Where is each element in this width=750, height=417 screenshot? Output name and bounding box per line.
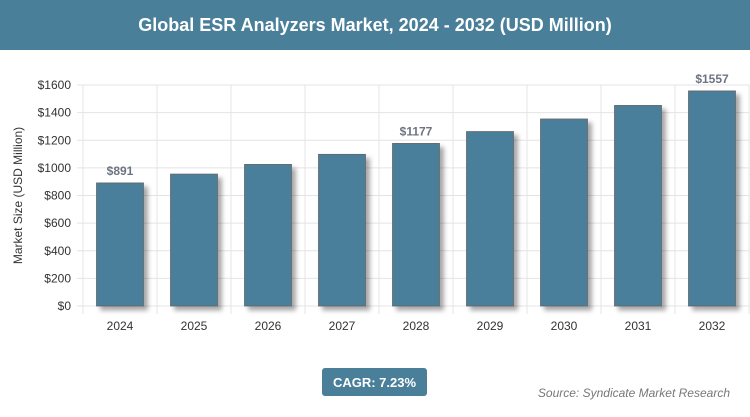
x-tick-label: 2026 — [255, 319, 282, 333]
y-tick-label: $400 — [44, 244, 71, 258]
y-axis-label: Market Size (USD Million) — [11, 127, 25, 264]
x-tick-label: 2030 — [551, 319, 578, 333]
bar-2030 — [540, 118, 588, 307]
source-note: Source: Syndicate Market Research — [537, 386, 730, 400]
bar-2026 — [244, 164, 292, 307]
chart-title: Global ESR Analyzers Market, 2024 - 2032… — [0, 0, 750, 50]
bar-2025 — [170, 173, 218, 307]
bar-2024 — [96, 182, 144, 307]
y-tick-label: $1000 — [38, 161, 72, 175]
y-tick-label: $0 — [58, 299, 72, 313]
bar-2027 — [318, 153, 366, 307]
cagr-badge: CAGR: 7.23% — [322, 368, 427, 396]
x-tick-label: 2027 — [329, 319, 356, 333]
y-tick-label: $200 — [44, 271, 71, 285]
x-tick-label: 2031 — [625, 319, 652, 333]
x-tick-label: 2029 — [477, 319, 504, 333]
x-tick-label: 2028 — [403, 319, 430, 333]
bar-2032 — [688, 90, 736, 307]
data-label: $1177 — [400, 124, 433, 138]
y-tick-label: $800 — [44, 189, 71, 203]
y-tick-label: $1600 — [38, 78, 72, 92]
bar-2031 — [614, 105, 662, 307]
data-label: $1557 — [695, 72, 729, 86]
y-tick-label: $1200 — [38, 133, 72, 147]
y-tick-label: $1400 — [38, 106, 72, 120]
x-tick-label: 2024 — [107, 319, 134, 333]
x-tick-label: 2025 — [181, 319, 208, 333]
data-label: $891 — [107, 164, 134, 178]
y-tick-label: $600 — [44, 216, 71, 230]
x-tick-label: 2032 — [699, 319, 726, 333]
bar-2029 — [466, 131, 514, 307]
bar-2028 — [392, 143, 440, 307]
